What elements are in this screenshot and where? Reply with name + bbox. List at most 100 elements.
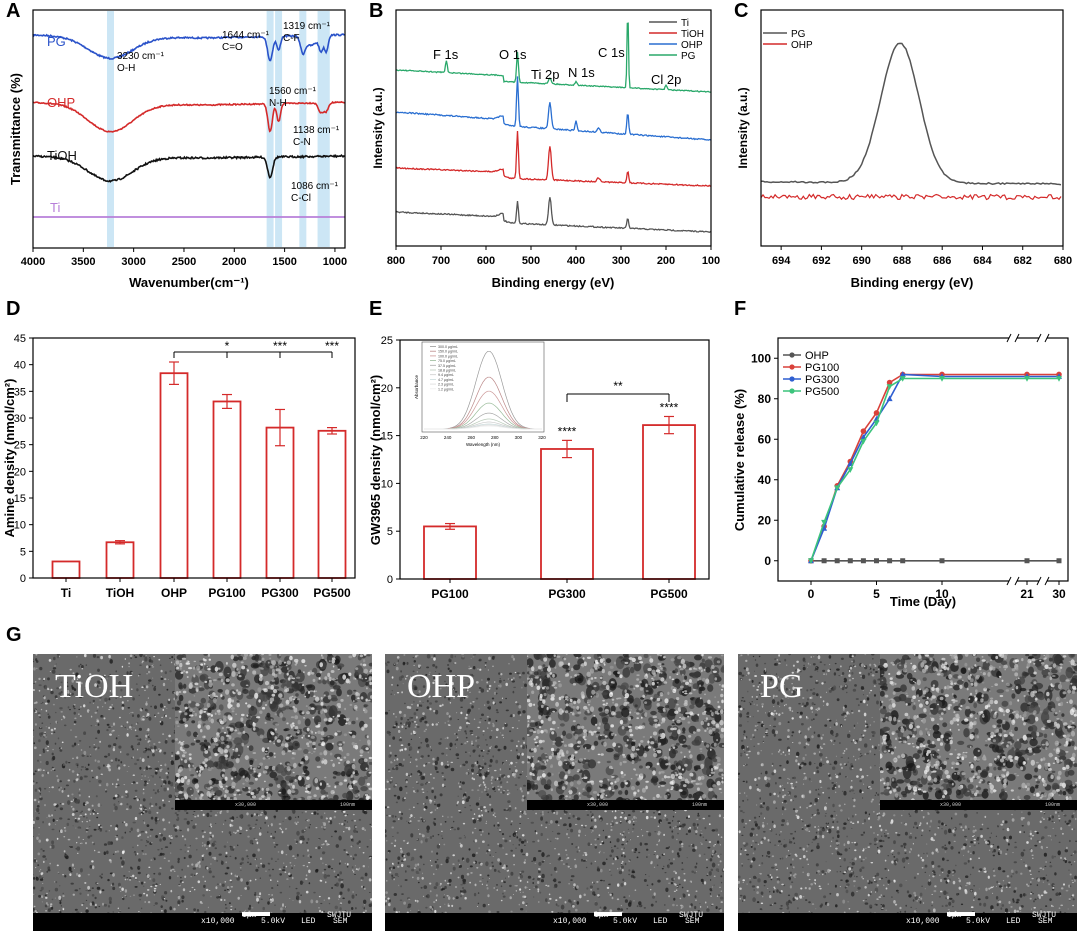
sem-texture-grain: [665, 887, 669, 892]
sem-texture-grain: [129, 895, 132, 897]
sem-texture-grain: [323, 822, 326, 827]
sem-texture-grain: [53, 881, 56, 883]
sem-texture-grain: [73, 867, 76, 870]
sem-texture-grain: [255, 759, 257, 761]
sem-texture-grain: [244, 909, 247, 912]
sem-texture-grain: [275, 665, 278, 668]
sem-texture-grain: [117, 801, 120, 803]
sem-texture-grain: [130, 827, 133, 831]
sem-texture-grain: [221, 883, 225, 887]
sem-texture-grain: [175, 706, 180, 711]
sem-texture-grain: [347, 900, 351, 904]
sem-texture-grain: [365, 698, 368, 702]
sem-texture-grain: [94, 812, 97, 814]
amine-y-tick-label: 40: [14, 360, 26, 372]
sem-texture-grain: [193, 738, 196, 741]
sem-texture-grain: [349, 787, 354, 790]
sem-texture-grain: [76, 756, 79, 759]
inset-legend-label: 2.3 μg/mL: [438, 383, 454, 387]
sem-texture-grain: [358, 818, 362, 821]
sem-texture-grain: [317, 730, 321, 734]
sem-texture-grain: [328, 676, 332, 681]
sem-texture-grain: [296, 821, 299, 823]
sem-texture-grain: [570, 828, 574, 833]
sem-texture-grain: [249, 827, 252, 830]
sem-texture-grain: [70, 870, 73, 873]
ftir-annotation-co: C=O: [222, 42, 243, 53]
sem-texture-grain: [306, 841, 309, 844]
sem-texture-grain: [204, 880, 206, 883]
sem-texture-grain: [338, 746, 343, 751]
sem-texture-grain: [143, 809, 145, 812]
sem-texture-grain: [136, 828, 140, 833]
sem-texture-grain: [125, 794, 129, 799]
sem-texture-grain: [303, 773, 306, 775]
sem-texture-grain: [78, 794, 81, 797]
sem-texture-grain: [294, 839, 296, 841]
ftir-band-3230: [106, 11, 114, 247]
sem-texture-grain: [188, 854, 192, 859]
sem-texture-grain: [255, 819, 258, 821]
sem-texture-grain: [285, 775, 293, 781]
sem-texture-grain: [318, 677, 321, 680]
sem-texture-grain: [56, 654, 60, 656]
sem-texture-grain: [676, 852, 680, 856]
sem-texture-grain: [121, 706, 125, 710]
xps-legend-label: TiOH: [681, 29, 704, 40]
sem-texture-grain: [177, 769, 181, 774]
sem-texture-grain: [323, 694, 326, 696]
sem-texture-grain: [173, 870, 176, 872]
sem-texture-grain: [130, 727, 132, 729]
sem-texture-grain: [312, 716, 315, 719]
sem-magnification: x10,000: [201, 917, 235, 926]
sem-texture-grain: [318, 838, 320, 840]
sem-texture-grain: [97, 823, 101, 827]
sem-texture-grain: [515, 847, 517, 849]
sem-texture-grain: [320, 696, 323, 700]
sem-texture-grain: [423, 715, 427, 720]
sem-texture-grain: [430, 749, 432, 752]
sem-texture-grain: [60, 786, 62, 789]
sem-texture-grain: [113, 803, 116, 807]
sem-texture-grain: [259, 734, 264, 739]
sem-texture-grain: [38, 684, 42, 687]
sem-texture-grain: [208, 695, 210, 697]
sem-texture-grain: [318, 895, 321, 898]
sem-texture-grain: [142, 885, 145, 887]
panel-letter-g: G: [6, 624, 22, 646]
sem-texture-grain: [154, 791, 157, 795]
sem-texture-grain: [505, 697, 507, 700]
inset-x-tick-label: 300: [515, 435, 523, 440]
sem-texture-grain: [267, 685, 272, 690]
sem-texture-grain: [273, 743, 276, 745]
sem-texture-grain: [324, 776, 327, 779]
sem-texture-grain: [200, 902, 204, 905]
sem-texture-grain: [34, 770, 37, 773]
inset-x-tick-label: 260: [467, 435, 475, 440]
sem-texture-grain: [361, 677, 364, 680]
sem-texture-grain: [282, 909, 286, 913]
sem-texture-grain: [449, 669, 452, 673]
release-point-pg300: [899, 371, 906, 377]
sem-texture-grain: [210, 767, 214, 769]
sem-texture-grain: [137, 835, 140, 838]
sem-texture-grain: [182, 690, 187, 694]
sem-texture-grain: [256, 728, 265, 737]
sem-texture-grain: [245, 849, 248, 852]
sem-texture-grain: [311, 753, 313, 755]
sem-texture-grain: [363, 887, 366, 891]
sem-texture-grain: [149, 877, 152, 880]
sem-texture-grain: [270, 823, 273, 827]
sem-texture-grain: [89, 813, 92, 815]
sem-texture-grain: [293, 762, 297, 769]
sem-texture-grain: [353, 819, 357, 822]
sem-texture-grain: [163, 857, 166, 859]
sem-texture-grain: [485, 739, 487, 741]
sem-texture-grain: [461, 781, 465, 785]
sem-texture-grain: [94, 748, 97, 751]
sem-texture-grain: [254, 718, 258, 723]
sem-texture-grain: [199, 729, 203, 733]
sem-texture-grain: [205, 741, 210, 746]
sem-texture-grain: [144, 747, 148, 752]
sem-texture-grain: [168, 835, 171, 838]
